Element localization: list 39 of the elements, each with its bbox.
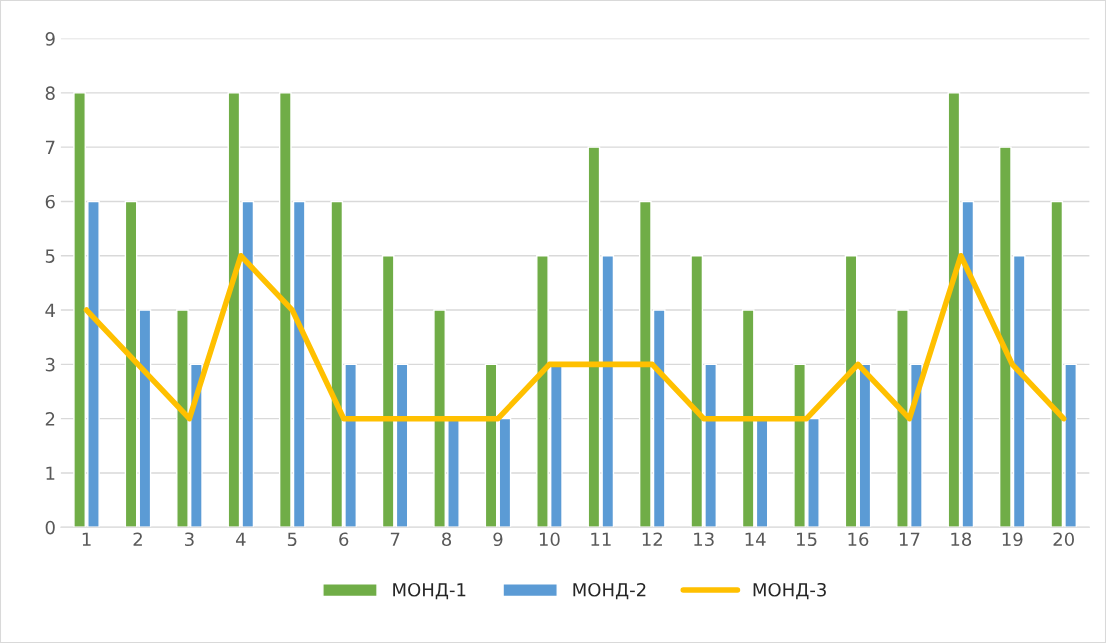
x-tick-label: 13 xyxy=(694,532,714,547)
legend-label: МОНД-2 xyxy=(573,582,646,600)
legend-label: МОНД-3 xyxy=(753,582,826,600)
x-tick-label: 3 xyxy=(185,532,194,547)
y-tick-label: 4 xyxy=(45,303,55,317)
x-tick-label: 6 xyxy=(339,532,349,547)
bar xyxy=(858,363,872,528)
x-tick-label: 5 xyxy=(287,532,297,547)
bar xyxy=(124,200,138,528)
bar xyxy=(844,255,858,528)
x-tick-label: 8 xyxy=(442,532,452,547)
x-tick-label: 16 xyxy=(848,532,869,547)
y-tick-label: 3 xyxy=(45,357,55,372)
y-tick-label: 2 xyxy=(45,412,55,426)
x-tick-label: 10 xyxy=(539,532,560,547)
y-tick-label: 9 xyxy=(45,32,55,46)
x-tick-label: 14 xyxy=(745,532,766,546)
y-tick-label: 5 xyxy=(45,249,55,263)
x-tick-label: 17 xyxy=(899,532,920,546)
bar xyxy=(484,363,498,528)
x-tick-label: 9 xyxy=(493,532,503,547)
bar xyxy=(138,309,152,528)
x-tick-label: 4 xyxy=(235,532,246,546)
x-tick-label: 20 xyxy=(1053,532,1074,547)
x-tick-label: 19 xyxy=(1002,532,1023,547)
x-tick-label: 2 xyxy=(133,532,142,546)
y-tick-label: 0 xyxy=(45,520,55,535)
bar xyxy=(498,417,512,528)
x-tick-label: 7 xyxy=(390,532,400,546)
legend-label: МОНД-1 xyxy=(393,582,466,600)
y-tick-label: 1 xyxy=(46,466,55,480)
y-tick-label: 6 xyxy=(45,194,55,209)
x-tick-label: 18 xyxy=(951,532,972,547)
y-tick-label: 7 xyxy=(45,140,55,155)
x-tick-label: 12 xyxy=(642,532,662,546)
x-tick-label: 11 xyxy=(591,532,611,546)
y-tick-label: 8 xyxy=(45,86,55,100)
x-tick-label: 15 xyxy=(797,532,817,547)
x-tick-label: 1 xyxy=(82,532,91,546)
